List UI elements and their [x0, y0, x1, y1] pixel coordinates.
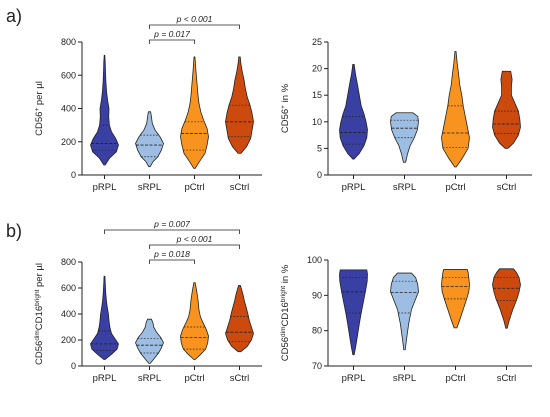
x-tick-label-pCtrl: pCtrl: [184, 373, 204, 384]
y-tick-label: 90: [312, 290, 322, 300]
y-tick-label: 0: [71, 361, 76, 371]
violin-pRPL: [339, 269, 368, 356]
violin-sCtrl: [492, 268, 521, 329]
violin-pCtrl: [441, 51, 470, 168]
x-tick-label-sRPL: sRPL: [138, 182, 161, 193]
y-tick-label: 70: [312, 361, 322, 371]
x-tick-label-sRPL: sRPL: [393, 182, 416, 193]
p-value-label: p = 0.018: [153, 249, 190, 259]
violin-pCtrl: [180, 282, 209, 360]
violin-sRPL: [135, 111, 164, 168]
chart-b-left-cd56dim-cd16bright-per-ul: 0 200 400 600 800 CD56dimCD16bright per µl pRP…: [34, 219, 262, 384]
x-tick-label-pRPL: pRPL: [342, 373, 366, 384]
significance-bracket: [149, 244, 240, 249]
violin-sCtrl: [225, 285, 254, 353]
p-value-label: p = 0.017: [153, 29, 190, 39]
x-tick-label-sCtrl: sCtrl: [497, 182, 517, 193]
y-tick-label: 0: [71, 170, 76, 180]
y-tick-label: 5: [317, 143, 322, 153]
chart-a-left-cd56-per-ul: 0 200 400 600 800 CD56+ per µl pRPL sRPL pCtrl sC…: [34, 14, 262, 193]
violin-sCtrl: [492, 70, 521, 149]
y-tick-label: 25: [312, 37, 322, 47]
significance-bracket: [149, 259, 195, 264]
x-tick-label-pRPL: pRPL: [342, 182, 366, 193]
violin-pCtrl: [180, 56, 209, 169]
x-tick-label-sRPL: sRPL: [393, 373, 416, 384]
y-tick-label: 0: [317, 170, 322, 180]
x-tick-label-sCtrl: sCtrl: [497, 373, 517, 384]
y-axis-label: CD56+ per µl: [34, 81, 46, 136]
y-tick-label: 800: [61, 257, 76, 267]
p-value-label: p < 0.001: [176, 14, 213, 24]
x-tick-label-sCtrl: sCtrl: [230, 182, 250, 193]
x-tick-label-sRPL: sRPL: [138, 373, 161, 384]
panel-label-a: a): [6, 6, 22, 26]
y-tick-label: 20: [312, 64, 322, 74]
chart-a-right-cd56-percent: 0 5 10 15 20 25 CD56+ in % pRPL sRPL pCtrl sCtrl: [280, 37, 532, 193]
x-tick-label-sCtrl: sCtrl: [230, 373, 250, 384]
violin-pRPL: [90, 54, 119, 166]
y-tick-label: 200: [61, 335, 76, 345]
y-tick-label: 10: [312, 117, 322, 127]
significance-bracket: [104, 229, 240, 234]
significance-bracket: [149, 39, 195, 44]
x-tick-label-pCtrl: pCtrl: [184, 182, 204, 193]
significance-bracket: [149, 24, 240, 29]
y-tick-label: 600: [61, 283, 76, 293]
y-tick-label: 100: [307, 255, 322, 265]
p-value-label: p = 0.007: [153, 219, 190, 229]
panel-label-b: b): [6, 221, 22, 241]
y-tick-label: 400: [61, 309, 76, 319]
p-value-label: p < 0.001: [176, 234, 213, 244]
y-tick-label: 200: [61, 137, 76, 147]
x-tick-label-pRPL: pRPL: [93, 373, 117, 384]
y-tick-label: 80: [312, 326, 322, 336]
y-tick-label: 600: [61, 70, 76, 80]
y-tick-label: 400: [61, 104, 76, 114]
y-axis-label: CD56dimCD16bright per µl: [34, 263, 46, 365]
violin-sRPL: [390, 272, 419, 351]
y-axis-label: CD56+ in %: [280, 83, 292, 133]
violin-pRPL: [339, 63, 368, 160]
y-tick-label: 15: [312, 90, 322, 100]
x-tick-label-pCtrl: pCtrl: [445, 373, 465, 384]
chart-b-right-cd56dim-cd16bright-percent: 70 80 90 100 CD56dimCD16bright in % pRPL sRPL p…: [280, 255, 532, 384]
y-tick-label: 800: [61, 37, 76, 47]
x-tick-label-pRPL: pRPL: [93, 182, 117, 193]
y-axis-label: CD56dimCD16bright in %: [280, 264, 292, 361]
violin-pRPL: [90, 275, 119, 360]
violin-sRPL: [135, 318, 164, 364]
x-tick-label-pCtrl: pCtrl: [445, 182, 465, 193]
